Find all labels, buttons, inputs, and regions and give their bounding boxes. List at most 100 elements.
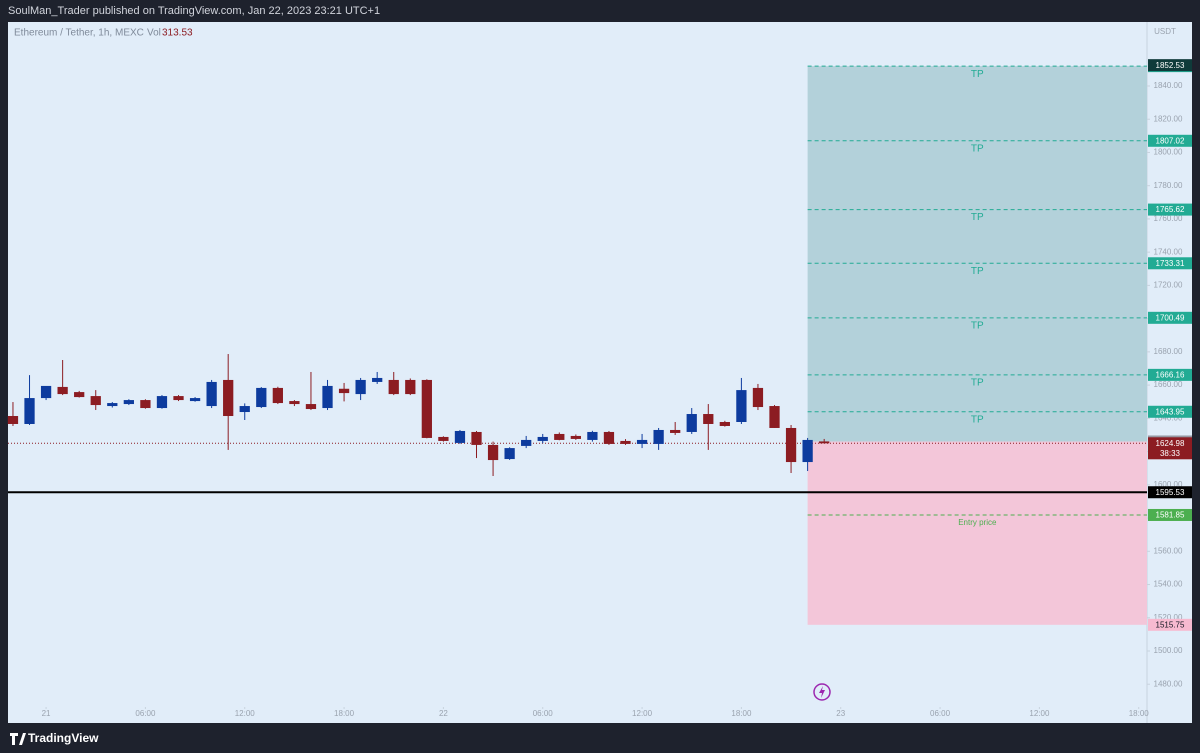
candle-body: [256, 387, 267, 408]
level-tag: [1148, 203, 1192, 216]
level-tag-label: 1733.31: [1156, 259, 1185, 268]
candle-body: [703, 414, 714, 424]
candle-body: [338, 388, 350, 394]
y-tick-label: 1780.00: [1154, 181, 1183, 190]
candle-body: [372, 377, 383, 382]
candle-body: [123, 400, 134, 405]
candle-body: [57, 386, 68, 395]
candle-body: [90, 396, 101, 406]
y-tick-label: 1520.00: [1154, 613, 1183, 622]
candle-body: [74, 392, 85, 398]
symbol-legend: Ethereum / Tether, 1h, MEXC: [14, 28, 144, 39]
y-tick-label: 1800.00: [1154, 148, 1183, 157]
logo-mark[interactable]: [10, 733, 26, 745]
x-tick-label: 18:00: [1129, 709, 1150, 718]
horizontal-line-tag-label: 1595.53: [1156, 488, 1185, 497]
y-tick-label: 1740.00: [1154, 247, 1183, 256]
candle-body: [454, 430, 466, 443]
y-tick-label: 1540.00: [1154, 580, 1183, 589]
candle-body: [388, 379, 399, 395]
level-label: TP: [971, 212, 984, 223]
y-tick-label: 1640.00: [1154, 413, 1183, 422]
level-tag: [1148, 368, 1192, 381]
candle-body: [686, 414, 697, 432]
candle-body: [322, 385, 333, 409]
candle-body: [670, 429, 681, 433]
level-label: TP: [971, 143, 984, 154]
candle-body: [24, 398, 35, 424]
candle-body: [736, 390, 747, 422]
y-tick-label: 1560.00: [1154, 546, 1183, 555]
x-tick-label: 22: [439, 709, 448, 718]
candle-body: [802, 439, 813, 463]
candle-body: [223, 379, 234, 417]
candle-body: [471, 431, 482, 445]
last-price-tag: [1148, 437, 1192, 460]
y-tick-label: 1760.00: [1154, 214, 1183, 223]
y-tick-label: 1600.00: [1154, 480, 1183, 489]
y-tick-label: 1720.00: [1154, 281, 1183, 290]
stop-tag: [1148, 618, 1192, 631]
candle-body: [156, 396, 168, 409]
candle-body: [140, 400, 151, 409]
level-label: TP: [971, 378, 984, 389]
x-tick-label: 12:00: [632, 709, 653, 718]
y-tick-label: 1680.00: [1154, 347, 1183, 356]
candle-body: [719, 421, 730, 426]
x-tick-label: 21: [42, 709, 51, 718]
candle-body: [107, 403, 118, 407]
candle-body: [554, 433, 565, 440]
level-tag: [1148, 405, 1192, 418]
profit-zone: [807, 66, 1147, 442]
horizontal-line-tag: [1148, 486, 1192, 499]
candle-body: [504, 448, 515, 460]
level-tag-label: 1643.95: [1156, 407, 1185, 416]
candle-body: [537, 436, 548, 441]
x-tick-label: 12:00: [235, 709, 256, 718]
candle-body: [421, 379, 432, 438]
footer-logo[interactable]: TradingView: [10, 731, 99, 745]
icon-bolt[interactable]: [819, 686, 825, 698]
candle-body: [189, 398, 201, 402]
level-label: TP: [971, 414, 984, 425]
lightning-icon[interactable]: [813, 683, 831, 701]
candle-body: [206, 381, 217, 407]
candle-body: [173, 396, 184, 401]
level-label: TP: [971, 69, 984, 80]
publish-header: SoulMan_Trader published on TradingView.…: [8, 5, 380, 17]
candle-body: [785, 427, 797, 463]
level-tag-label: 1807.02: [1156, 136, 1185, 145]
level-tag-label: 1581.85: [1156, 511, 1185, 520]
candle-body: [239, 406, 250, 413]
level-label: Entry price: [958, 518, 997, 527]
loss-zone: [807, 441, 1147, 625]
candle-body: [305, 404, 317, 410]
crosshair-tag: [1148, 59, 1192, 72]
level-tag: [1148, 257, 1192, 270]
candle-body: [603, 431, 615, 444]
volume-label: Vol: [147, 28, 161, 39]
countdown-label: 38:33: [1160, 449, 1181, 458]
candle-body: [819, 441, 830, 444]
candle-body: [587, 431, 598, 440]
y-tick-label: 1840.00: [1154, 81, 1183, 90]
candle-body: [653, 429, 664, 444]
last-price-tag-label: 1624.98: [1156, 439, 1185, 448]
candle-body: [272, 387, 283, 404]
logo-text[interactable]: TradingView: [28, 731, 99, 745]
icon-ring[interactable]: [813, 683, 831, 701]
candle-body: [620, 440, 631, 444]
currency-label: USDT: [1154, 27, 1176, 36]
level-label: TP: [971, 266, 984, 277]
y-tick-label: 1500.00: [1154, 646, 1183, 655]
candle-body: [752, 387, 764, 408]
level-tag-label: 1666.16: [1156, 370, 1185, 379]
x-tick-label: 06:00: [930, 709, 951, 718]
x-tick-label: 12:00: [1029, 709, 1050, 718]
candle-body: [570, 435, 581, 439]
y-tick-label: 1480.00: [1154, 679, 1183, 688]
candle-body: [521, 439, 532, 446]
stop-tag-label: 1515.75: [1156, 620, 1185, 629]
